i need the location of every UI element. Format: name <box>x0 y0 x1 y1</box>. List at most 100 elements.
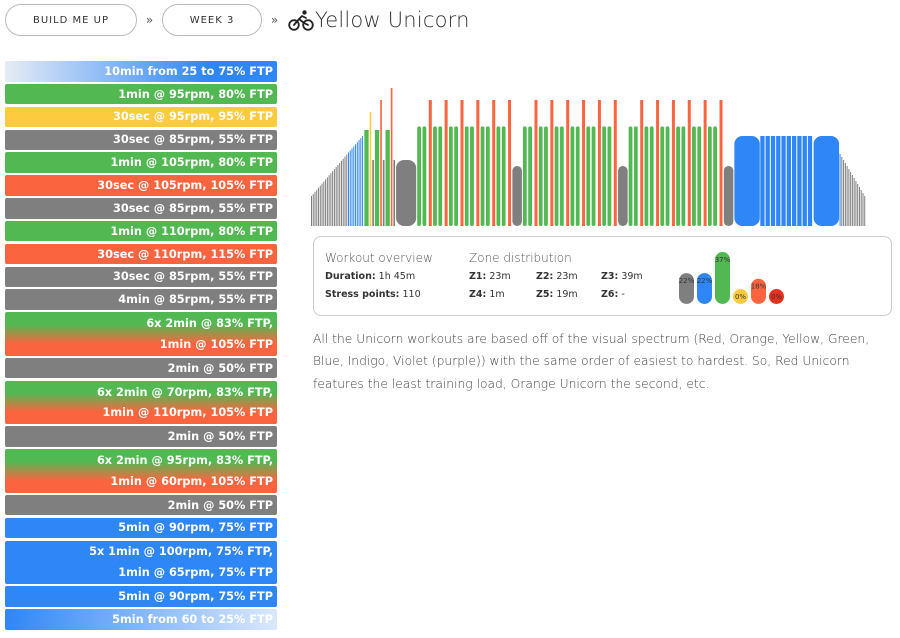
chart-bar <box>348 152 349 226</box>
zone-bar-label: 0% <box>735 293 746 301</box>
chart-bar <box>660 126 665 226</box>
chart-bar <box>339 162 341 226</box>
zone-time-item: Z4: 1m <box>469 289 505 300</box>
workout-step[interactable]: 5min @ 90rpm, 75% FTP <box>5 517 277 539</box>
chart-bar <box>776 136 781 226</box>
chart-bar <box>566 100 570 226</box>
chart-bar <box>813 136 840 226</box>
zone-value: - <box>621 289 625 300</box>
chart-bar <box>734 136 760 226</box>
chart-bar <box>428 100 432 226</box>
stress-points-label: Stress points: <box>325 289 400 300</box>
zone-time-item: Z3: 39m <box>601 271 643 282</box>
workout-step-label: 4min @ 85rpm, 55% FTP <box>118 293 273 307</box>
chart-bar <box>719 100 723 226</box>
workout-step[interactable]: 2min @ 50% FTP <box>5 494 277 516</box>
chart-bar <box>554 126 559 226</box>
workout-step-label: 5x 1min @ 100rpm, 75% FTP, <box>89 545 273 559</box>
workout-step-label: 1min @ 105% FTP <box>159 337 273 351</box>
zone-value: 1m <box>489 289 505 300</box>
chart-bar <box>417 126 421 226</box>
chart-bar <box>858 187 860 226</box>
workout-overview-panel: Workout overview Duration: 1h 45m Stress… <box>313 236 892 316</box>
chart-bar <box>765 136 770 226</box>
chart-bar <box>687 100 691 226</box>
breadcrumb-separator: » <box>145 13 154 27</box>
chart-bar <box>723 166 734 226</box>
workout-step-label: 1min @ 95rpm, 80% FTP <box>118 87 273 101</box>
workout-step[interactable]: 4min @ 85rpm, 55% FTP <box>5 289 277 310</box>
chart-bar <box>857 184 859 226</box>
stress-points-row: Stress points: 110 <box>325 289 421 300</box>
chart-bar <box>356 142 358 226</box>
chart-bar <box>316 189 318 226</box>
zone-time-item: Z5: 19m <box>536 289 578 300</box>
workout-step[interactable]: 5min from 60 to 25% FTP <box>5 609 277 630</box>
chart-bar <box>853 178 855 226</box>
chart-bar <box>360 138 362 226</box>
chart-bar <box>464 126 469 226</box>
chart-bar <box>843 160 845 226</box>
chart-bar <box>697 126 702 226</box>
chart-bar <box>342 158 344 226</box>
workout-step[interactable]: 1min @ 105rpm, 80% FTP <box>5 152 277 173</box>
zone-time-item: Z6: - <box>601 289 625 300</box>
build-me-up-button[interactable]: BUILD ME UP <box>5 4 137 36</box>
workout-step[interactable]: 1min @ 110rpm, 80% FTP <box>5 220 277 242</box>
chart-bar <box>644 126 649 226</box>
chart-bar <box>501 126 506 226</box>
week-3-button[interactable]: WEEK 3 <box>162 4 262 36</box>
chart-bar <box>618 166 628 226</box>
workout-step-label: 1min @ 110rpm, 105% FTP <box>102 406 273 420</box>
workout-step[interactable]: 6x 2min @ 95rpm, 83% FTP, 1min @ 60rpm, 1… <box>5 449 277 493</box>
chart-bar <box>649 126 654 226</box>
workout-step[interactable]: 30sec @ 85rpm, 55% FTP <box>5 266 277 288</box>
chart-bar <box>454 126 458 226</box>
workout-step-label: 5min from 60 to 25% FTP <box>112 612 273 626</box>
workout-step[interactable]: 30sec @ 85rpm, 55% FTP <box>5 198 277 219</box>
workout-step-label: 1min @ 65rpm, 75% FTP <box>118 566 273 580</box>
chart-bar <box>534 100 538 226</box>
chart-bar <box>396 160 417 226</box>
chart-bar <box>422 126 427 226</box>
workout-step[interactable]: 6x 2min @ 70rpm, 83% FTP, 1min @ 110rpm, … <box>5 380 277 425</box>
chart-bar <box>640 100 644 226</box>
workout-step[interactable]: 6x 2min @ 83% FTP, 1min @ 105% FTP <box>5 312 277 356</box>
chart-bar <box>613 100 617 226</box>
workout-step[interactable]: 30sec @ 105rpm, 105% FTP <box>5 175 277 196</box>
stress-points-value: 110 <box>402 289 421 300</box>
workout-step[interactable]: 30sec @ 95rpm, 95% FTP <box>5 106 277 128</box>
chart-bar <box>333 169 335 226</box>
chart-bar <box>318 187 320 226</box>
chart-bar <box>855 181 857 226</box>
zone-distribution-heading: Zone distribution <box>469 251 572 265</box>
workout-overview-heading: Workout overview <box>325 251 433 265</box>
chart-bar <box>340 160 342 226</box>
workout-step[interactable]: 1min @ 95rpm, 80% FTP <box>5 83 277 105</box>
workout-step-label: 30sec @ 95rpm, 95% FTP <box>112 110 273 124</box>
chart-bar <box>496 126 501 226</box>
chart-bar <box>850 172 852 226</box>
zone-bar <box>715 252 730 304</box>
chart-bar <box>385 130 390 226</box>
workout-step[interactable]: 5x 1min @ 100rpm, 75% FTP, 1min @ 65rpm, … <box>5 540 277 584</box>
chart-bar <box>676 126 680 226</box>
workout-step[interactable]: 30sec @ 110rpm, 115% FTP <box>5 243 277 265</box>
workout-step[interactable]: 30sec @ 85rpm, 55% FTP <box>5 129 277 151</box>
zone-bar-label: 0% <box>771 293 782 301</box>
chart-bar <box>570 126 575 226</box>
workout-step[interactable]: 10min from 25 to 75% FTP <box>5 61 277 82</box>
zone-value: 23m <box>489 271 511 282</box>
chart-bar <box>591 126 596 226</box>
chart-bar <box>692 126 696 226</box>
chart-bar <box>760 136 765 226</box>
workout-step[interactable]: 5min @ 90rpm, 75% FTP <box>5 586 277 607</box>
workout-step[interactable]: 2min @ 50% FTP <box>5 426 277 447</box>
chart-bar <box>528 126 532 226</box>
chart-bar <box>369 112 372 226</box>
workout-step-label: 6x 2min @ 83% FTP, <box>146 317 273 331</box>
duration-row: Duration: 1h 45m <box>325 271 415 282</box>
workout-step[interactable]: 2min @ 50% FTP <box>5 357 277 379</box>
chart-bar <box>311 196 312 226</box>
chart-bar <box>433 126 437 226</box>
